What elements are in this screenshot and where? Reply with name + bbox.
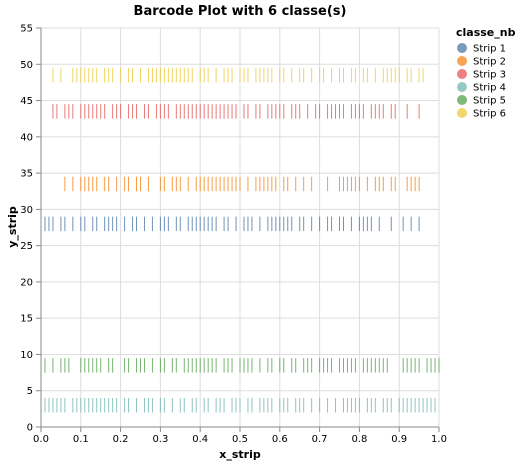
plot-marks [40,67,440,413]
legend-swatch [457,95,467,105]
legend-swatch [457,82,467,92]
y-tick-label: 35 [20,169,33,180]
x-tick-label: 0.5 [232,434,248,445]
y-tick-label: 40 [20,132,33,143]
legend-swatch [457,43,467,53]
legend-item: Strip 3 [457,69,506,81]
axes: 0.0 0.1 0.2 0.3 0.4 0.5 0.6 0.7 0.8 0.9 1.0 0 5 10 15 2… [20,24,447,446]
y-tick-label: 50 [20,60,33,71]
series-strip-2 [64,176,420,192]
y-tick-label: 15 [20,314,33,325]
series-strip-4 [40,397,436,413]
x-axis-title: x_strip [219,448,261,461]
y-tick-label: 5 [27,386,33,397]
y-tick-label: 0 [27,423,33,434]
y-axis-title: y_strip [6,206,19,248]
legend-swatch [457,108,467,118]
series-strip-5 [40,358,440,373]
x-tick-label: 0.7 [312,434,328,445]
x-tick-label: 0.2 [113,434,129,445]
legend-item: Strip 5 [457,95,506,107]
x-tick-label: 0.4 [192,434,208,445]
legend-swatch [457,69,467,79]
legend-item: Strip 6 [457,108,506,120]
legend-title: classe_nb [456,26,516,39]
legend-label: Strip 1 [473,44,506,55]
legend-label: Strip 4 [473,83,506,94]
x-tick-label: 0.9 [391,434,407,445]
x-tick-label: 0.6 [272,434,288,445]
legend-swatch [457,56,467,66]
x-tick-label: 1.0 [431,434,447,445]
x-tick-label: 0.0 [33,434,49,445]
y-tick-label: 45 [20,96,33,107]
legend-label: Strip 6 [473,109,506,120]
y-tick-label: 10 [20,350,33,361]
series-strip-6 [40,67,424,83]
y-tick-label: 55 [20,24,33,35]
legend-item: Strip 2 [457,56,506,68]
series-strip-1 [44,216,420,232]
legend-label: Strip 3 [473,70,506,81]
x-tick-label: 0.8 [351,434,367,445]
legend-item: Strip 4 [457,82,506,94]
series-strip-3 [52,104,420,119]
y-tick-label: 30 [20,205,33,216]
x-tick-label: 0.1 [73,434,89,445]
legend-item: Strip 1 [457,43,506,55]
y-tick-label: 20 [20,277,33,288]
legend: classe_nb Strip 1 Strip 2 Strip 3 Strip 4 St… [456,26,516,120]
legend-label: Strip 5 [473,96,506,107]
chart-title: Barcode Plot with 6 classe(s) [134,4,347,19]
y-tick-label: 25 [20,241,33,252]
x-tick-label: 0.3 [152,434,168,445]
legend-label: Strip 2 [473,57,506,68]
